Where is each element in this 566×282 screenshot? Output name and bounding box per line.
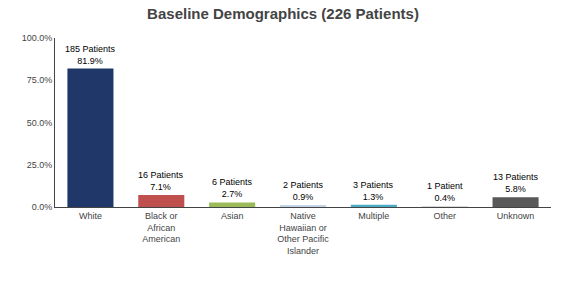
svg-text:185 Patients81.9%: 185 Patients81.9% [65, 44, 116, 66]
svg-text:3 Patients1.3%: 3 Patients1.3% [353, 180, 394, 202]
svg-text:6 Patients2.7%: 6 Patients2.7% [212, 177, 253, 199]
svg-text:75.0%: 75.0% [27, 75, 53, 85]
svg-text:25.0%: 25.0% [27, 160, 53, 170]
svg-text:Multiple: Multiple [358, 211, 389, 221]
svg-text:100.0%: 100.0% [22, 33, 53, 43]
svg-text:50.0%: 50.0% [27, 118, 53, 128]
svg-text:2 Patients0.9%: 2 Patients0.9% [283, 180, 324, 202]
svg-text:NativeHawaiian orOther Pacific: NativeHawaiian orOther PacificIslander [277, 211, 329, 256]
svg-text:Baseline Demographics (226 Pat: Baseline Demographics (226 Patients) [147, 5, 419, 22]
svg-text:16 Patients7.1%: 16 Patients7.1% [138, 170, 184, 192]
svg-text:Black orAfricanAmerican: Black orAfricanAmerican [142, 211, 180, 244]
svg-text:Asian: Asian [221, 211, 244, 221]
svg-text:Other: Other [433, 211, 456, 221]
svg-text:0.0%: 0.0% [32, 202, 53, 212]
svg-text:Unknown: Unknown [497, 211, 535, 221]
svg-text:White: White [79, 211, 102, 221]
svg-text:1 Patient0.4%: 1 Patient0.4% [427, 181, 463, 203]
svg-text:13 Patients5.8%: 13 Patients5.8% [493, 172, 539, 194]
